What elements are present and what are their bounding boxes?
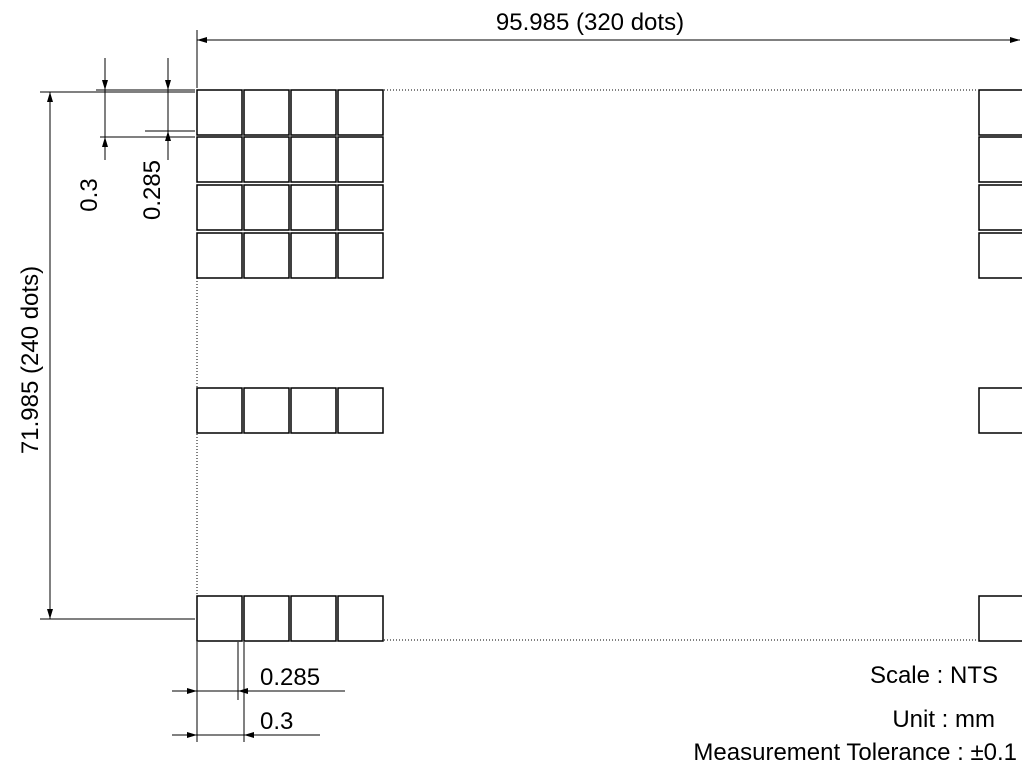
dot-cell [337, 232, 384, 279]
dot-cell [196, 136, 243, 183]
dot-cell [978, 89, 1022, 136]
bottom-dot-pitch-label: 0.3 [260, 708, 293, 735]
width-dimension: 95.985 (320 dots) [196, 9, 1020, 88]
dot-size-label: 0.285 [139, 160, 166, 220]
dot-grid-top-left [196, 89, 384, 279]
dot-pitch-dimension-vertical: 0.3 0.285 [76, 58, 195, 220]
height-dimension: 71.985 (240 dots) [17, 91, 195, 620]
dot-cell [290, 387, 337, 434]
height-label: 71.985 (240 dots) [17, 266, 44, 454]
dot-cell [337, 387, 384, 434]
tolerance-note: Measurement Tolerance : ±0.1 [693, 739, 1017, 766]
dot-cell [337, 136, 384, 183]
dot-cell [196, 387, 243, 434]
dot-cell [290, 136, 337, 183]
dot-cell [337, 595, 384, 642]
dot-cell [978, 136, 1022, 183]
unit-note: Unit : mm [892, 706, 995, 733]
dot-row-bottom [196, 595, 384, 642]
dot-cell [290, 232, 337, 279]
dot-cell [978, 232, 1022, 279]
dot-column-right [978, 89, 1022, 642]
dot-cell [196, 89, 243, 136]
scale-note: Scale : NTS [870, 662, 998, 689]
dot-cell [290, 595, 337, 642]
drawing-notes: Scale : NTS Unit : mm Measurement Tolera… [693, 662, 1017, 766]
dot-cell [243, 232, 290, 279]
dot-pitch-dimension-horizontal: 0.285 0.3 [172, 642, 345, 742]
dot-cell [978, 595, 1022, 642]
dot-cell [978, 184, 1022, 231]
dot-cell [243, 89, 290, 136]
dot-cell [978, 387, 1022, 434]
dot-cell [243, 387, 290, 434]
dot-cell [290, 89, 337, 136]
dot-cell [337, 89, 384, 136]
dot-cell [196, 184, 243, 231]
dot-row-middle [196, 387, 384, 434]
dot-cell [290, 184, 337, 231]
dot-cell [337, 184, 384, 231]
dot-cell [243, 595, 290, 642]
dot-cell [243, 136, 290, 183]
dot-cell [196, 232, 243, 279]
width-label: 95.985 (320 dots) [496, 9, 684, 36]
dot-cell [243, 184, 290, 231]
dot-pitch-label: 0.3 [76, 178, 103, 211]
dot-cell [196, 595, 243, 642]
display-outline [196, 89, 978, 641]
bottom-dot-size-label: 0.285 [260, 664, 320, 691]
